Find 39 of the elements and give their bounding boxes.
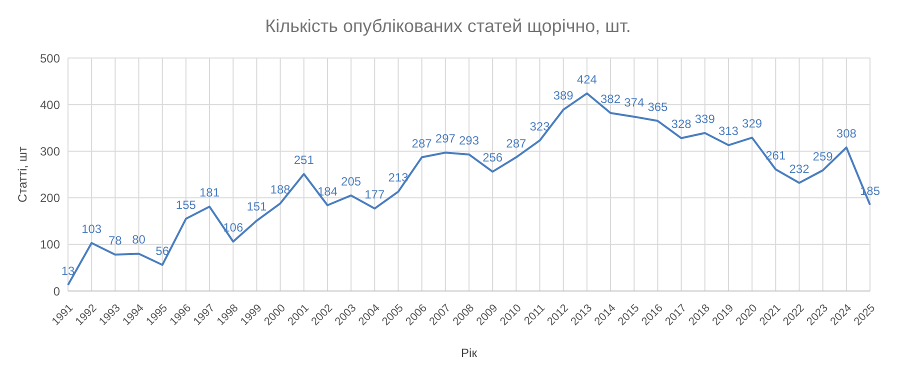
data-label: 382 bbox=[600, 92, 621, 106]
data-label: 177 bbox=[364, 188, 385, 202]
data-label: 106 bbox=[223, 220, 244, 235]
data-label: 205 bbox=[341, 174, 362, 188]
data-label: 256 bbox=[482, 150, 503, 165]
data-label: 293 bbox=[458, 133, 480, 148]
chart-title: Кількість опублікованих статей щорічно, шт. bbox=[264, 15, 632, 38]
data-label: 424 bbox=[576, 72, 598, 86]
data-label: 251 bbox=[294, 153, 314, 168]
data-label: 365 bbox=[648, 100, 668, 114]
data-label: 155 bbox=[176, 198, 196, 212]
y-tick-label: 200 bbox=[40, 191, 60, 206]
y-tick-label: 300 bbox=[40, 144, 60, 158]
data-label: 151 bbox=[246, 200, 268, 214]
data-label: 103 bbox=[82, 222, 102, 236]
data-label: 188 bbox=[270, 182, 291, 196]
data-label: 287 bbox=[412, 136, 432, 150]
x-axis-title: Рік bbox=[461, 346, 478, 360]
data-label: 181 bbox=[200, 186, 220, 200]
data-label: 80 bbox=[132, 232, 146, 247]
data-label: 339 bbox=[694, 112, 716, 126]
y-tick-label: 100 bbox=[40, 238, 60, 252]
data-label: 297 bbox=[435, 132, 456, 146]
data-label: 259 bbox=[812, 149, 834, 164]
y-tick-label: 0 bbox=[53, 284, 60, 298]
data-label: 184 bbox=[317, 184, 338, 198]
data-label: 389 bbox=[553, 88, 574, 103]
data-label: 308 bbox=[836, 126, 857, 140]
data-label: 313 bbox=[718, 124, 739, 138]
data-label: 287 bbox=[506, 136, 527, 150]
data-label: 13 bbox=[61, 264, 75, 278]
data-label: 232 bbox=[789, 162, 810, 176]
data-label: 374 bbox=[624, 96, 644, 110]
y-tick-label: 400 bbox=[40, 98, 60, 112]
y-tick-label: 500 bbox=[40, 51, 60, 66]
data-label: 329 bbox=[742, 116, 762, 131]
y-axis-title: Статті, шт bbox=[15, 146, 30, 202]
data-label: 328 bbox=[671, 117, 692, 132]
data-label: 78 bbox=[108, 234, 122, 248]
